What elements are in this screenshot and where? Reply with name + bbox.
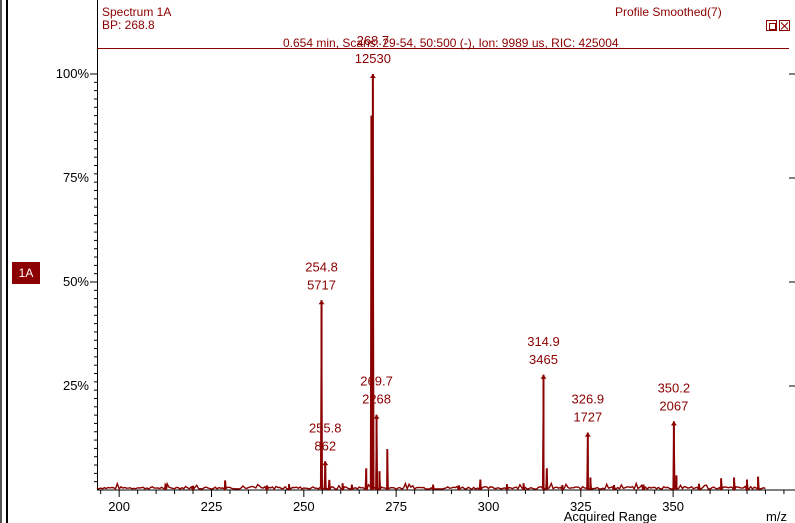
peak-mz-label: 254.8 [305, 259, 338, 274]
header-divider [97, 48, 789, 49]
peak-intensity-label: 3465 [529, 352, 558, 367]
y-tick-label: 75% [63, 170, 89, 185]
peak-mz-label: 314.9 [527, 334, 560, 349]
peak-mz-label: 350.2 [658, 380, 691, 395]
peak-intensity-label: 12530 [355, 51, 391, 66]
spectrum-title: Spectrum 1A [102, 5, 172, 19]
x-tick-label: 300 [478, 499, 500, 514]
peak-marker [318, 300, 325, 305]
axis-unit-label: m/z [766, 509, 787, 523]
peak-mz-label: 269.7 [360, 374, 393, 389]
peak-marker [369, 74, 376, 78]
peak-intensity-label: 5717 [307, 277, 336, 292]
x-tick-label: 250 [293, 499, 315, 514]
x-tick-label: 225 [201, 499, 223, 514]
spectrum-line [96, 73, 766, 492]
peak-intensity-label: 1727 [573, 410, 602, 425]
peak-marker [322, 461, 329, 466]
peak-intensity-label: 2268 [362, 392, 391, 407]
plot-frame [97, 0, 795, 490]
x-tick-label: 350 [662, 499, 684, 514]
peak-labels: 268.7 12530 254.8 5717 255.8 862 269.7 2268 314.… [305, 33, 691, 466]
x-tick-label: 275 [385, 499, 407, 514]
peak-intensity-label: 2067 [659, 398, 688, 413]
y-tick-label: 100% [56, 66, 90, 81]
close-icon[interactable] [779, 20, 790, 31]
acquired-range-label: Acquired Range [564, 509, 657, 523]
axes-group: 200 225 250 275 300 325 350 25% 50% 75% 100% Acquir… [56, 66, 795, 523]
profile-mode-label: Profile Smoothed(7) [615, 5, 722, 19]
peak-marker [373, 414, 380, 419]
y-tick-label: 25% [63, 378, 89, 393]
peak-marker [584, 432, 591, 437]
peak-mz-label: 326.9 [572, 392, 605, 407]
y-tick-label: 50% [63, 274, 89, 289]
restore-icon[interactable] [766, 20, 777, 31]
peak-mz-label: 268.7 [357, 33, 390, 48]
spectrum-trace [96, 73, 766, 492]
window-frame-outer [0, 0, 2, 523]
trace-badge[interactable]: 1A [12, 262, 40, 284]
x-tick-label: 200 [108, 499, 130, 514]
base-peak-label: BP: 268.8 [102, 18, 155, 32]
scan-info: 0.654 min, Scans: 29-54, 50:500 (-), Ion… [283, 36, 619, 50]
window-frame-inner [6, 0, 8, 523]
peak-marker [540, 374, 547, 379]
x-tick-label: 325 [570, 499, 592, 514]
peak-marker [670, 421, 677, 426]
peak-mz-label: 255.8 [309, 420, 342, 435]
peak-intensity-label: 862 [314, 438, 336, 453]
